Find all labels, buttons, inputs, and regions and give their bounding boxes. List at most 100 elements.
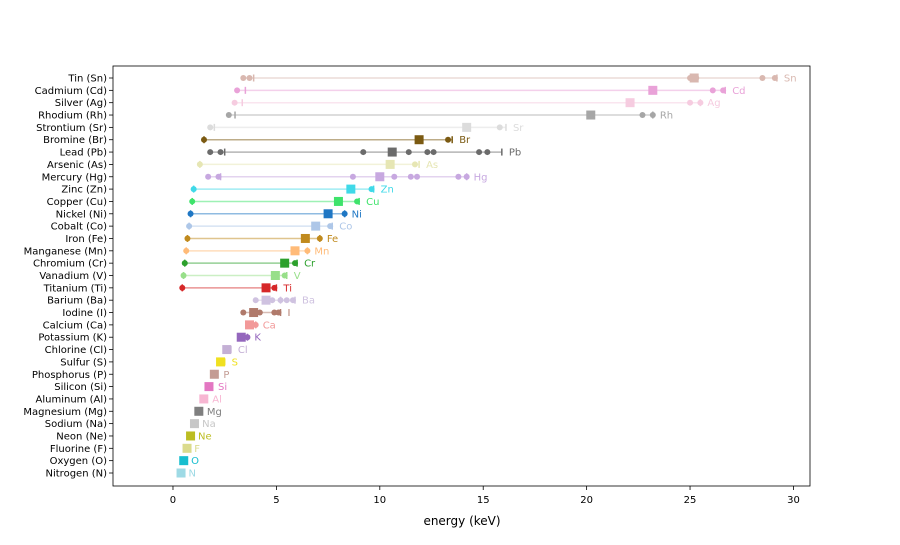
y-tick-label: Aluminum (Al) (36, 394, 108, 405)
y-tick-label: Oxygen (O) (50, 456, 107, 467)
element-symbol-label: Ne (198, 431, 212, 442)
line-point (269, 297, 276, 304)
line-point (246, 75, 253, 81)
line-point (411, 161, 418, 168)
main-marker (375, 172, 385, 182)
element-symbol-label: Al (212, 394, 222, 405)
line-point (759, 75, 766, 81)
main-marker (222, 345, 232, 355)
main-marker (648, 85, 658, 95)
main-marker (199, 394, 209, 404)
line-point (196, 161, 203, 168)
element-symbol-label: Mn (314, 246, 329, 257)
main-marker (625, 98, 635, 108)
y-tick-label: Silicon (Si) (54, 382, 107, 393)
element-symbol-label: Br (459, 135, 471, 146)
line-point (179, 284, 186, 291)
x-tick-label: 30 (787, 495, 800, 506)
main-marker (186, 431, 196, 441)
y-tick-label: Nickel (Ni) (56, 209, 107, 220)
line-point (252, 297, 259, 304)
element-symbol-label: V (294, 271, 301, 282)
element-symbol-label: Ag (707, 98, 720, 109)
element-symbol-label: Sn (784, 74, 797, 85)
y-tick-label: Vanadium (V) (39, 271, 107, 282)
main-marker (385, 159, 395, 169)
line-point (234, 87, 241, 94)
y-tick-label: Nitrogen (N) (46, 469, 108, 480)
x-tick-label: 20 (580, 495, 593, 506)
main-marker (270, 271, 280, 280)
y-tick-label: Sulfur (S) (60, 357, 107, 368)
line-point (649, 112, 656, 119)
line-point (283, 297, 290, 304)
main-marker (204, 382, 214, 392)
x-tick-label: 10 (373, 495, 386, 506)
line-point (205, 173, 212, 180)
line-point (697, 99, 704, 106)
line-point (316, 235, 323, 242)
line-point (180, 272, 187, 279)
x-tick-label: 25 (684, 495, 697, 506)
y-tick-label: Mercury (Hg) (42, 172, 107, 183)
line-point (476, 149, 483, 156)
main-marker (182, 443, 192, 453)
element-symbol-label: Fe (327, 234, 338, 245)
main-marker (323, 209, 333, 219)
x-tick-label: 5 (273, 495, 279, 506)
main-marker (245, 320, 255, 330)
y-tick-label: Bromine (Br) (43, 135, 107, 146)
line-point (240, 75, 247, 81)
y-tick-label: Iron (Fe) (65, 234, 107, 245)
line-point (271, 284, 278, 291)
main-marker (236, 332, 246, 342)
x-axis-title: energy (keV) (423, 514, 500, 528)
main-marker (333, 196, 343, 206)
line-point (256, 309, 263, 316)
line-point (349, 173, 356, 180)
line-point (183, 247, 190, 254)
x-tick-label: 0 (170, 495, 176, 506)
y-tick-label: Zinc (Zn) (61, 185, 107, 196)
element-symbol-label: Rh (660, 111, 673, 122)
line-point (484, 149, 491, 156)
y-tick-label: Phosphorus (P) (32, 370, 107, 381)
y-tick-label: Strontium (Sr) (36, 123, 107, 134)
y-tick-label: Iodine (I) (62, 308, 107, 319)
line-point (414, 173, 421, 180)
main-marker (249, 308, 259, 318)
line-point (190, 186, 197, 193)
y-tick-label: Sodium (Na) (45, 419, 107, 430)
line-point (687, 99, 694, 106)
line-point (709, 87, 716, 94)
y-tick-label: Silver (Ag) (55, 98, 107, 109)
line-point (186, 223, 193, 230)
line-point (424, 149, 431, 156)
line-point (496, 124, 503, 131)
element-symbol-label: Cu (366, 197, 379, 208)
element-symbol-label: Cr (304, 259, 316, 270)
element-symbol-label: I (288, 308, 291, 319)
line-point (281, 272, 288, 279)
y-tick-label: Calcium (Ca) (43, 320, 107, 331)
line-point (771, 75, 778, 81)
line-point (445, 136, 452, 143)
main-marker (209, 369, 219, 379)
main-marker (261, 295, 271, 305)
line-point (455, 173, 462, 180)
line-point (430, 149, 437, 156)
line-point (207, 149, 214, 156)
element-symbol-label: O (191, 456, 199, 467)
y-tick-label: Arsenic (As) (47, 160, 107, 171)
line-point (240, 309, 247, 316)
main-marker (300, 233, 310, 243)
element-symbol-label: P (223, 370, 229, 381)
line-point (275, 309, 282, 316)
main-marker (189, 419, 199, 429)
y-tick-label: Copper (Cu) (47, 197, 107, 208)
line-point (289, 297, 296, 304)
line-point (405, 149, 412, 156)
element-symbol-label: Cd (732, 86, 745, 97)
element-symbol-label: K (254, 333, 261, 344)
